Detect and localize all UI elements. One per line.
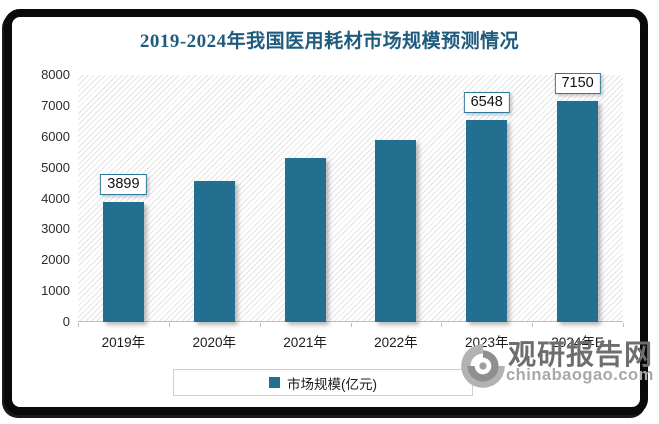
x-axis-tick	[441, 323, 443, 327]
bar-value-label: 6548	[463, 91, 510, 113]
legend-box: 市场规模(亿元)	[173, 369, 473, 396]
x-axis-tick	[259, 323, 261, 327]
bar-2021年	[284, 157, 326, 322]
x-axis-label: 2021年	[283, 335, 327, 350]
x-axis-tick	[168, 323, 170, 327]
bar-value-label: 3899	[100, 173, 147, 195]
y-axis-tick-label: 0	[62, 314, 70, 329]
x-axis-tick	[78, 323, 79, 327]
y-axis-tick-label: 8000	[41, 67, 70, 82]
bar-2022年	[375, 140, 417, 322]
bar-2023年	[466, 119, 508, 322]
watermark-logo-icon	[461, 344, 505, 388]
y-axis-tick-label: 7000	[41, 97, 70, 113]
x-axis-label: 2020年	[192, 335, 237, 350]
bar-value-label: 7150	[554, 73, 601, 95]
x-axis-label: 2019年	[101, 335, 146, 350]
y-axis-tick-label: 2000	[41, 252, 70, 268]
watermark-domain: chinabaogao.com	[506, 366, 654, 384]
x-axis-tick	[350, 323, 352, 327]
bar-2020年	[193, 181, 235, 322]
watermark: 观研报告网 chinabaogao.com	[452, 330, 659, 392]
x-axis-tick	[623, 323, 624, 327]
y-axis-tick-label: 5000	[41, 159, 70, 175]
x-axis-label: 2022年	[374, 335, 418, 350]
watermark-name: 观研报告网	[508, 339, 654, 370]
bar-2024年E	[557, 101, 599, 322]
y-axis-tick-label: 4000	[41, 190, 70, 206]
bar-2019年	[102, 201, 144, 322]
x-axis-label: 2024年E	[551, 335, 604, 350]
y-axis-tick-label: 6000	[41, 128, 70, 144]
chart-title: 2019-2024年我国医用耗材市场规模预测情况	[139, 31, 520, 52]
y-axis-tick-label: 3000	[41, 221, 70, 237]
plot-area	[78, 75, 623, 322]
x-axis-tick	[532, 323, 534, 327]
y-axis-tick-label: 1000	[41, 283, 70, 299]
legend-marker-icon	[269, 377, 280, 388]
legend-label: 市场规模(亿元)	[287, 376, 377, 392]
